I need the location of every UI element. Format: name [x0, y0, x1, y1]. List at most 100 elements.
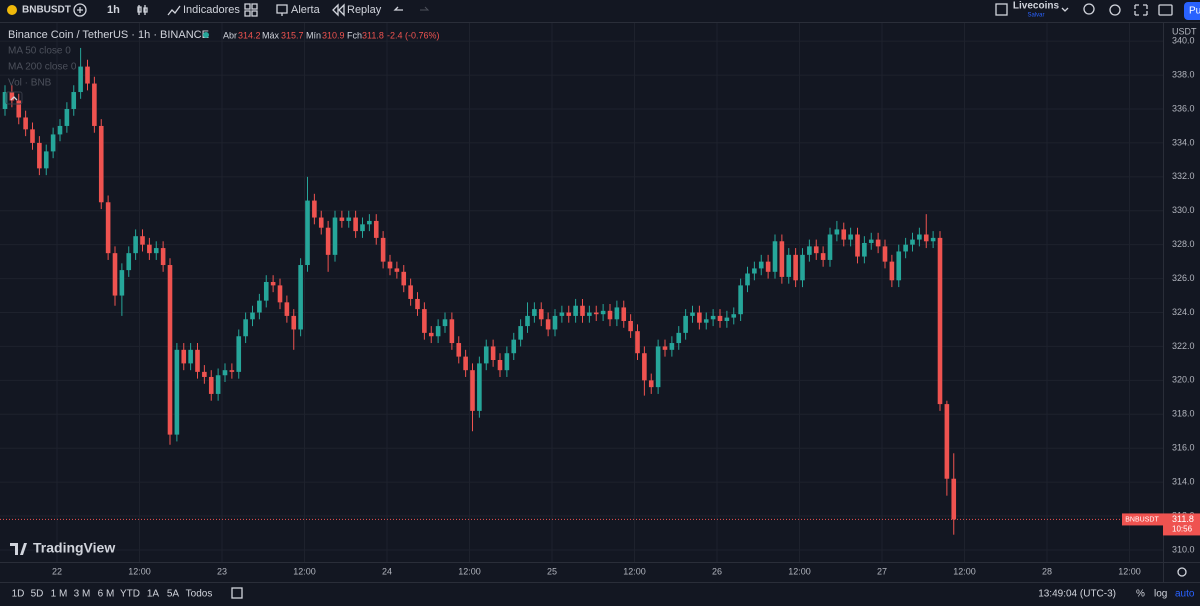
candle-body: [532, 309, 537, 316]
y-tick-label: 334.0: [1172, 137, 1195, 147]
candle-body: [676, 332, 682, 344]
x-tick-label: 28: [1042, 566, 1052, 576]
y-tick-label: 310.0: [1172, 544, 1195, 554]
log-toggle[interactable]: log: [1154, 589, 1167, 600]
candle-body: [930, 237, 936, 242]
indicators-button[interactable]: Indicadores: [183, 4, 240, 16]
candle-body: [690, 312, 695, 316]
range-button[interactable]: 1 M: [51, 589, 68, 600]
candle-body: [105, 202, 111, 254]
candle-body: [875, 239, 881, 247]
candle-body: [882, 246, 888, 262]
candle-body: [71, 92, 77, 109]
indicators-icon: [167, 5, 181, 16]
range-button[interactable]: Todos: [186, 589, 213, 600]
y-tick-label: 318.0: [1172, 409, 1195, 419]
candle-body: [538, 309, 544, 320]
range-button[interactable]: 5D: [31, 589, 44, 600]
percent-toggle[interactable]: %: [1136, 589, 1145, 600]
candle-body: [126, 253, 132, 271]
range-button[interactable]: 1A: [147, 589, 160, 600]
candle-body: [525, 315, 530, 327]
candle-body: [428, 332, 434, 337]
market-status: [203, 32, 209, 38]
collapse-legend[interactable]: [5, 91, 23, 105]
range-button[interactable]: YTD: [120, 589, 140, 600]
clock: 13:49:04 (UTC-3): [1038, 589, 1116, 600]
candle-body: [552, 315, 558, 330]
currency[interactable]: USDT: [1172, 26, 1197, 36]
candle-body: [92, 83, 97, 126]
close-value: 311.8: [362, 30, 384, 40]
symbol-tag-bg: [1122, 513, 1163, 526]
brand: TradingView: [33, 540, 115, 556]
symbol[interactable]: BNBUSDT: [22, 5, 71, 16]
fullscreen-button[interactable]: [1134, 4, 1148, 16]
publish-button[interactable]: [1184, 2, 1200, 20]
candle-body: [813, 246, 819, 254]
chart-type-button[interactable]: [137, 5, 148, 15]
y-tick-label: 324.0: [1172, 307, 1195, 317]
compare-button[interactable]: [73, 3, 87, 17]
candle-body: [305, 200, 310, 266]
candle-body: [195, 349, 200, 372]
y-tick-label: 328.0: [1172, 239, 1195, 249]
replay-button[interactable]: Replay: [347, 4, 382, 16]
range-button[interactable]: 1D: [12, 589, 25, 600]
layout-status: Salvar: [1027, 13, 1044, 19]
range-button[interactable]: 3 M: [74, 589, 91, 600]
x-tick-label: 22: [52, 566, 62, 576]
fullscreen-toggle[interactable]: [995, 3, 1008, 16]
auto-toggle[interactable]: auto: [1175, 589, 1195, 600]
candle-body: [580, 305, 585, 316]
undo-button[interactable]: [393, 6, 403, 11]
candle-body: [291, 315, 297, 330]
high-value: 315.7: [281, 30, 304, 40]
candle-body: [463, 356, 468, 371]
settings-button[interactable]: [1109, 4, 1121, 16]
candle-body: [483, 346, 489, 364]
x-tick-label: 12:00: [458, 566, 481, 576]
redo-button: [420, 6, 430, 11]
interval[interactable]: 1h: [107, 4, 120, 16]
candle-body: [889, 261, 895, 281]
low-label: Mín: [306, 30, 321, 40]
candle-body: [621, 307, 627, 321]
candle-body: [16, 100, 22, 118]
candle-body: [387, 261, 393, 269]
y-tick-label: 314.0: [1172, 476, 1195, 486]
candle-body: [215, 375, 221, 394]
snapshot-button[interactable]: [1158, 4, 1173, 16]
candle-body: [160, 248, 166, 266]
y-tick-label: 336.0: [1172, 103, 1195, 113]
x-tick-label: 24: [382, 566, 392, 576]
candle-body: [236, 336, 242, 372]
axis-settings[interactable]: [1177, 567, 1187, 577]
candle-body: [793, 254, 798, 281]
layouts-button[interactable]: [244, 3, 258, 17]
alert-button[interactable]: Alerta: [291, 4, 321, 16]
candle-body: [559, 312, 565, 316]
search-button[interactable]: [1083, 3, 1095, 15]
symbol-icon: [7, 5, 17, 15]
layout-menu[interactable]: [1061, 7, 1069, 12]
x-tick-label: 25: [547, 566, 557, 576]
publish-label: Pu: [1189, 6, 1200, 17]
date-range-button[interactable]: [231, 587, 243, 599]
candle-body: [422, 309, 427, 333]
open-value: 314.2: [238, 30, 261, 40]
collapse-icon: [10, 96, 18, 101]
y-tick-label: 320.0: [1172, 375, 1195, 385]
candle-body: [147, 244, 152, 254]
layout-name[interactable]: Livecoins: [1013, 1, 1060, 12]
close-label: Fch: [347, 30, 362, 40]
candle-body: [270, 281, 276, 286]
replay-icon: [332, 3, 345, 17]
candle-body: [174, 349, 180, 435]
range-button[interactable]: 5A: [167, 589, 180, 600]
candle-body: [868, 239, 874, 243]
x-tick-label: 23: [217, 566, 227, 576]
low-value: 310.9: [322, 30, 345, 40]
range-button[interactable]: 6 M: [98, 589, 115, 600]
candle-body: [772, 241, 778, 272]
